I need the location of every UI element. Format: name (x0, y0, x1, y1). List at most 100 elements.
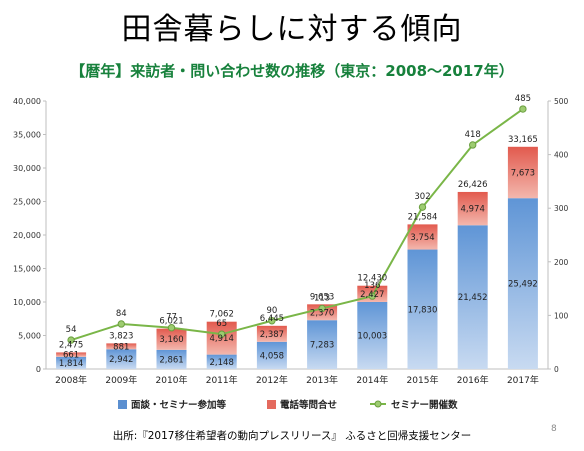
line-point-seminar (368, 292, 376, 300)
bar-total-label: 3,823 (109, 331, 133, 341)
bar-value-label-phone: 2,387 (260, 330, 284, 340)
bar-segment-meeting (457, 225, 488, 369)
bar-segment-phone (206, 321, 237, 355)
y-tick-label: 5,000 (18, 332, 41, 341)
line-point-seminar (268, 317, 276, 325)
x-tick-label: 2008年 (55, 374, 87, 386)
line-point-seminar (318, 304, 326, 313)
bar-value-label-phone: 3,160 (159, 335, 183, 345)
bar-value-label-phone: 3,754 (410, 233, 434, 243)
y2-tick-label: 500 (554, 97, 569, 106)
y-tick-label: 30,000 (13, 164, 41, 173)
legend-item-seminar: セミナー開催数 (370, 399, 458, 411)
x-tick-label: 2016年 (457, 374, 489, 386)
bar-segment-meeting (357, 301, 388, 369)
bar-total-label: 2,475 (59, 340, 83, 350)
bar-segment-phone (106, 343, 137, 350)
y2-tick-label: 0 (554, 365, 559, 374)
line-point-seminar (218, 330, 226, 338)
y2-tick-label: 400 (554, 151, 569, 160)
line-value-label: 136 (364, 281, 380, 291)
bar-segment-meeting (156, 349, 187, 369)
bar-segment-phone (56, 352, 87, 357)
y2-tick-label: 200 (554, 258, 569, 267)
bar-value-label-meeting: 2,148 (210, 358, 234, 368)
bar-value-label-phone: 7,673 (511, 168, 535, 178)
line-point-seminar (117, 320, 126, 328)
line-value-label: 418 (465, 130, 481, 140)
bar-segment-phone (407, 224, 438, 250)
bar-segment-phone (307, 304, 338, 321)
bar-segment-phone (256, 325, 287, 342)
bar-value-label-phone: 4,914 (210, 334, 234, 344)
line-point-seminar (167, 324, 176, 332)
bar-value-label-meeting: 2,942 (109, 355, 133, 365)
x-tick-label: 2015年 (407, 374, 439, 386)
line-value-label: 54 (66, 325, 77, 335)
bar-segment-meeting (307, 320, 338, 369)
legend-item-meeting: 面談・セミナー参加等 (118, 399, 227, 411)
line-value-label: 90 (266, 306, 277, 316)
line-point-seminar (67, 336, 75, 344)
bar-segment-meeting (106, 349, 137, 369)
x-tick-label: 2011年 (206, 374, 238, 386)
bar-segment-phone (507, 146, 538, 199)
y-tick-label: 10,000 (13, 298, 41, 307)
line-value-label: 65 (216, 319, 227, 329)
y-tick-label: 25,000 (13, 198, 41, 207)
bar-segment-phone (156, 328, 187, 350)
bar-segment-meeting (507, 198, 538, 369)
bar-total-label: 26,426 (458, 180, 488, 190)
line-value-label: 84 (116, 309, 127, 319)
y2-tick-label: 300 (554, 204, 569, 213)
bar-value-label-meeting: 2,861 (159, 355, 183, 365)
bar-total-label: 7,062 (210, 310, 234, 320)
bar-value-label-phone: 2,370 (310, 308, 334, 318)
bar-total-label: 33,165 (508, 135, 538, 145)
bar-value-label-meeting: 7,283 (310, 341, 334, 351)
bar-segment-meeting (407, 249, 438, 369)
legend-label: 面談・セミナー参加等 (131, 399, 227, 411)
line-point-seminar (418, 203, 427, 211)
page-number: 8 (551, 424, 557, 434)
bar-value-label-phone: 4,974 (461, 205, 485, 215)
line-point-seminar (519, 105, 527, 113)
bar-segment-meeting (56, 356, 87, 369)
y-tick-label: 35,000 (13, 131, 41, 140)
x-tick-label: 2010年 (156, 374, 188, 386)
bar-segment-meeting (206, 354, 237, 369)
legend-swatch-blue (118, 400, 127, 409)
legend-label: 電話等問合せ (280, 399, 337, 411)
y-tick-label: 15,000 (13, 265, 41, 274)
y-tick-label: 40,000 (13, 97, 41, 106)
bar-value-label-phone: 661 (63, 351, 79, 361)
bar-segment-phone (457, 191, 488, 226)
chart-title: 【暦年】来訪者・問い合わせ数の推移（東京：2008～2017年） (70, 62, 514, 80)
bar-value-label-phone: 881 (113, 342, 129, 352)
slide-title: 田舎暮らしに対する傾向 (121, 12, 463, 47)
bar-segment-meeting (256, 341, 287, 369)
bar-value-label-meeting: 17,830 (408, 305, 438, 315)
bar-total-label: 6,021 (159, 317, 183, 327)
bar-value-label-meeting: 21,452 (458, 293, 488, 303)
x-tick-label: 2017年 (507, 374, 539, 386)
y-tick-label: 0 (36, 365, 41, 374)
bar-value-label-phone: 2,427 (360, 290, 384, 300)
bar-total-label: 12,430 (357, 274, 387, 284)
line-value-label: 77 (166, 313, 177, 323)
line-seminar-count (70, 108, 524, 342)
legend-swatch-red (267, 400, 276, 409)
bar-total-label: 9,653 (310, 292, 334, 302)
line-value-label: 485 (515, 94, 531, 104)
x-tick-label: 2012年 (256, 374, 288, 386)
line-value-label: 113 (314, 293, 330, 303)
bar-total-label: 6,445 (260, 314, 284, 324)
y-tick-label: 20,000 (13, 231, 41, 240)
legend-item-phone: 電話等問合せ (267, 399, 337, 411)
x-tick-label: 2014年 (356, 374, 388, 386)
legend-label: セミナー開催数 (391, 399, 458, 411)
x-tick-label: 2009年 (105, 374, 137, 386)
bar-value-label-meeting: 10,003 (357, 331, 387, 341)
bar-value-label-meeting: 4,058 (260, 351, 284, 361)
